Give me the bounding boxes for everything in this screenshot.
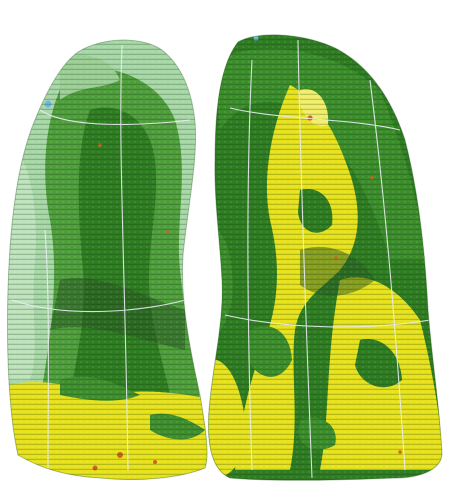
- left-lung: [7, 40, 208, 480]
- right-lung: [208, 34, 442, 481]
